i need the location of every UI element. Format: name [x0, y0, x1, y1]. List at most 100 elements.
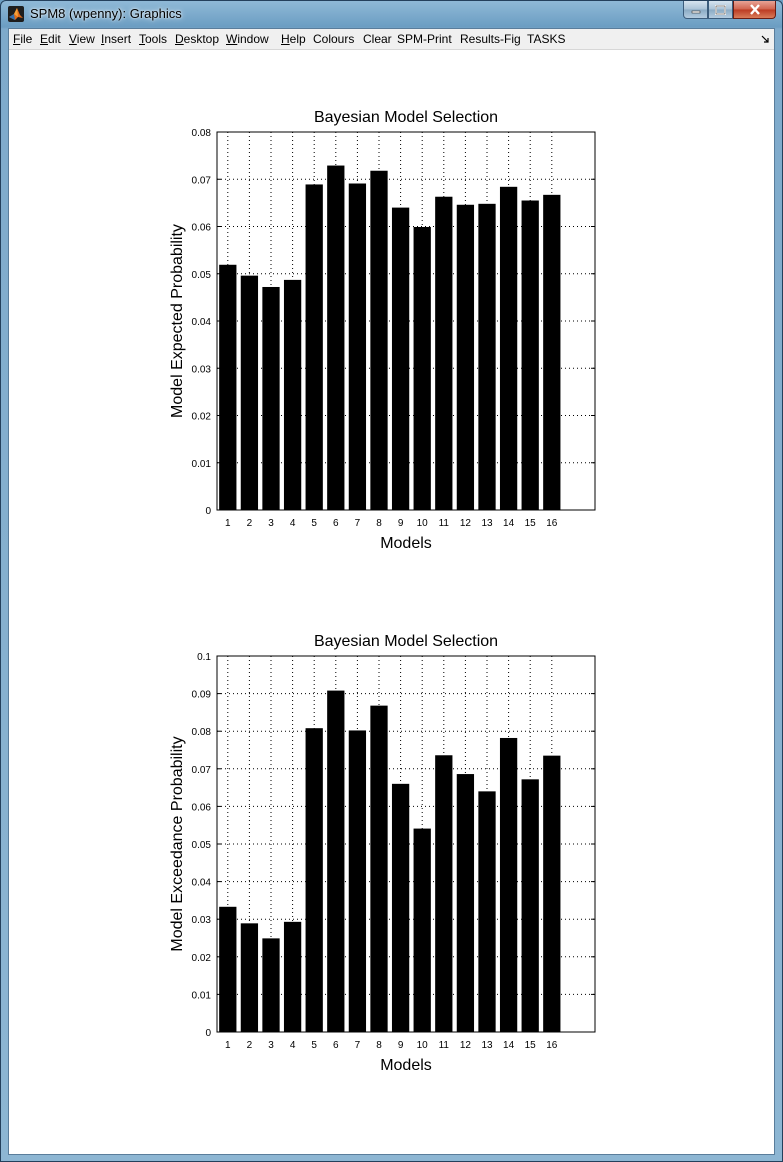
bar-model-1: [219, 264, 237, 510]
y-tick-label: 0.04: [192, 878, 212, 889]
x-axis-label: Models: [380, 1057, 432, 1074]
y-axis-label: Model Expected Probability: [169, 224, 186, 418]
matlab-logo-icon[interactable]: [8, 6, 24, 22]
x-tick-label: 6: [333, 518, 339, 529]
figure-canvas: 0 0.01 0.02 0.03 0.04 0.05 0.06 0.07 0.08 1 2 3 4 5 6 7…: [9, 50, 774, 1154]
bar-model-8: [370, 170, 388, 510]
y-tick-label: 0.01: [192, 990, 212, 1001]
x-tick-label: 15: [525, 1040, 537, 1051]
y-tick-label: 0.05: [192, 840, 212, 851]
menu-edit[interactable]: Edit: [40, 32, 61, 46]
y-tick-label: 0.08: [192, 128, 212, 139]
x-tick-label: 13: [481, 1040, 493, 1051]
bar-model-15: [521, 779, 539, 1032]
close-button[interactable]: [733, 1, 776, 19]
y-tick-label: 0.06: [192, 802, 212, 813]
x-tick-label: 11: [439, 1040, 450, 1051]
menu-tools[interactable]: Tools: [139, 32, 168, 46]
y-tick-label: 0.01: [192, 459, 212, 470]
bar-model-12: [456, 204, 475, 510]
menu-insert[interactable]: Insert: [101, 32, 132, 46]
dock-arrow-icon[interactable]: [761, 33, 770, 47]
x-tick-label: 14: [503, 1040, 515, 1051]
x-tick-label: 8: [376, 518, 382, 529]
bar-model-7: [348, 183, 367, 510]
y-tick-label: 0.02: [192, 953, 212, 964]
x-tick-label: 9: [398, 1040, 404, 1051]
y-tick-label: 0.06: [192, 223, 212, 234]
maximize-icon: [715, 4, 726, 15]
x-tick-label: 11: [439, 518, 450, 529]
y-tick-label: 0.03: [192, 364, 212, 375]
bar-model-5: [305, 184, 323, 510]
y-tick-label: 0: [205, 506, 211, 517]
bar-model-4: [283, 279, 302, 510]
x-tick-label: 14: [503, 518, 515, 529]
menu-help[interactable]: Help: [281, 32, 306, 46]
menu-spm-print[interactable]: SPM-Print: [397, 32, 452, 46]
bar-model-15: [521, 200, 539, 510]
x-tick-label: 7: [355, 1040, 361, 1051]
x-tick-label: 4: [290, 518, 296, 529]
x-tick-label: 10: [417, 1040, 429, 1051]
bar-model-10: [413, 828, 431, 1032]
bar-model-14: [499, 186, 518, 510]
y-tick-label: 0.08: [192, 727, 212, 738]
bar-model-12: [456, 774, 475, 1032]
x-tick-label: 3: [268, 1040, 274, 1051]
y-tick-label: 0.04: [192, 317, 212, 328]
x-tick-label: 10: [417, 518, 429, 529]
menu-window[interactable]: Window: [226, 32, 269, 46]
menu-view[interactable]: View: [69, 32, 95, 46]
x-tick-label: 6: [333, 1040, 339, 1051]
minimize-button[interactable]: [683, 1, 708, 19]
x-tick-label: 1: [225, 1040, 231, 1051]
y-tick-label: 0.1: [197, 652, 211, 663]
title-bar[interactable]: SPM8 (wpenny): Graphics: [1, 1, 782, 28]
x-tick-label: 4: [290, 1040, 296, 1051]
bar-model-5: [305, 728, 323, 1032]
menu-file[interactable]: File: [13, 32, 33, 46]
menu-desktop[interactable]: Desktop: [175, 32, 220, 46]
menu-colours[interactable]: Colours: [313, 32, 355, 46]
bar-model-13: [478, 203, 496, 510]
menu-clear[interactable]: Clear: [363, 32, 392, 46]
chart-2: 0 0.01 0.02 0.03 0.04 0.05 0.06 0.07 0.08 0.09 0.1…: [169, 633, 596, 1074]
y-tick-label: 0.05: [192, 270, 212, 281]
x-tick-label: 5: [311, 518, 317, 529]
bar-model-16: [543, 194, 561, 510]
x-tick-label: 13: [481, 518, 493, 529]
y-tick-label: 0.02: [192, 412, 212, 423]
bar-model-11: [435, 196, 453, 511]
x-tick-label: 7: [355, 518, 361, 529]
x-tick-label: 8: [376, 1040, 382, 1051]
y-tick-label: 0.07: [192, 765, 212, 776]
bar-model-10: [413, 226, 431, 510]
y-tick-label: 0.07: [192, 175, 212, 186]
maximize-button[interactable]: [708, 1, 733, 19]
bar-model-8: [370, 705, 388, 1032]
bar-model-9: [391, 783, 410, 1032]
close-icon: [749, 4, 760, 15]
bar-model-16: [543, 755, 561, 1032]
minimize-icon: [691, 10, 700, 13]
bar-model-6: [327, 165, 345, 511]
bar-model-4: [283, 921, 302, 1032]
bar-model-14: [499, 737, 518, 1032]
bar-model-7: [348, 730, 367, 1032]
menu-tasks[interactable]: TASKS: [527, 32, 566, 46]
bar-model-1: [219, 906, 237, 1032]
x-tick-label: 3: [268, 518, 274, 529]
bar-model-11: [435, 755, 453, 1032]
y-tick-label: 0: [205, 1028, 211, 1039]
menu-results-fig[interactable]: Results-Fig: [460, 32, 521, 46]
window-controls: [683, 1, 776, 21]
y-tick-label: 0.09: [192, 690, 212, 701]
x-tick-label: 16: [546, 518, 558, 529]
y-tick-label: 0.03: [192, 915, 212, 926]
x-tick-label: 12: [460, 518, 472, 529]
bar-model-3: [262, 938, 280, 1032]
y-axis-label: Model Exceedance Probability: [169, 736, 186, 951]
chart-1: 0 0.01 0.02 0.03 0.04 0.05 0.06 0.07 0.08 1 2 3 4 5 6 7…: [169, 109, 596, 552]
x-tick-label: 5: [311, 1040, 317, 1051]
